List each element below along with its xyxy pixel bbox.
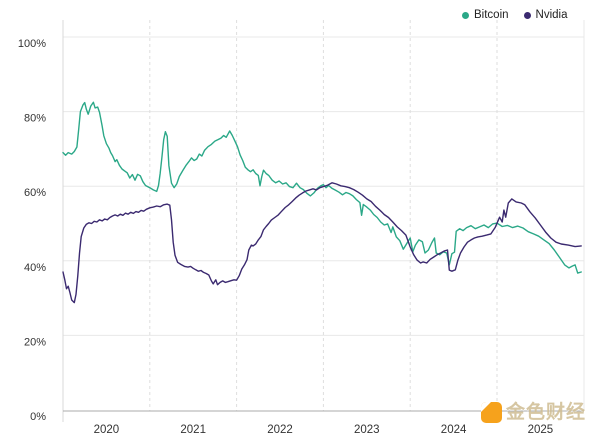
- jinse-finance-watermark: 金色财经: [481, 402, 586, 423]
- y-tick-label: 20%: [24, 336, 46, 348]
- y-tick-label: 60%: [24, 187, 46, 199]
- y-tick-label: 100%: [18, 38, 46, 50]
- legend-item-nvidia[interactable]: Nvidia: [523, 9, 568, 21]
- legend-label-bitcoin: Bitcoin: [474, 9, 509, 21]
- x-tick-label: 2021: [180, 424, 206, 436]
- y-tick-label: 0%: [30, 411, 46, 423]
- y-tick-label: 80%: [24, 113, 46, 125]
- x-tick-label: 2023: [354, 424, 380, 436]
- series-line-nvidia: [62, 182, 582, 304]
- bitcoin-legend-dot-icon: [462, 11, 469, 19]
- y-tick-label: 40%: [24, 262, 46, 274]
- series-line-bitcoin: [62, 101, 582, 274]
- x-tick-label: 2022: [267, 424, 293, 436]
- x-tick-label: 2024: [441, 424, 467, 436]
- x-tick-label: 2020: [94, 424, 120, 436]
- jinse-logo-icon: [481, 402, 502, 423]
- x-tick-label: 2025: [528, 424, 554, 436]
- chart-legend: Bitcoin Nvidia: [462, 9, 568, 21]
- nvidia-legend-dot-icon: [523, 11, 531, 19]
- legend-item-bitcoin[interactable]: Bitcoin: [462, 9, 509, 21]
- legend-label-nvidia: Nvidia: [535, 9, 568, 21]
- watermark-text: 金色财经: [506, 402, 587, 423]
